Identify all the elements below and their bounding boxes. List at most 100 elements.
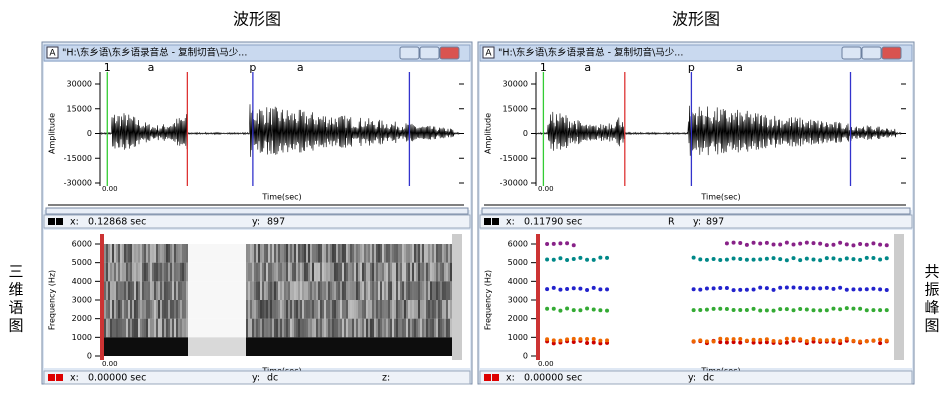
spectrogram-cell [340, 244, 342, 263]
spectrogram-cell [254, 244, 256, 263]
spectrogram-cell [312, 244, 314, 263]
spectrogram-cell [208, 281, 210, 300]
spectrogram-cell [230, 281, 232, 300]
spectrogram-cell [338, 337, 340, 356]
formant-point [805, 339, 809, 343]
spectrogram-cell [280, 263, 282, 282]
spectrogram-cell [114, 244, 116, 263]
spectrogram-cell [328, 300, 330, 319]
spectrogram-cell [392, 263, 394, 282]
spectrogram-cell [350, 300, 352, 319]
spectrogram-cell [174, 300, 176, 319]
spectrogram-cell [180, 244, 182, 263]
maximize-button[interactable] [420, 47, 439, 59]
spectrogram-cell [108, 337, 110, 356]
spectrogram-cell [364, 300, 366, 319]
spectrogram-cell [396, 300, 398, 319]
spectrogram-cell [306, 244, 308, 263]
formant-point [545, 337, 549, 341]
spectrogram-cell [276, 319, 278, 338]
spectrogram-cell [162, 337, 164, 356]
spectrogram-cell [420, 244, 422, 263]
formant-point [871, 241, 875, 245]
spectrogram-cell [390, 300, 392, 319]
spectrogram-cell [330, 281, 332, 300]
spectrogram-cell [428, 263, 430, 282]
spectrogram-cell [322, 263, 324, 282]
spectrogram-cell [302, 244, 304, 263]
spectrogram-cell [190, 263, 192, 282]
spectrogram-cell [268, 263, 270, 282]
spectrogram-cell [178, 337, 180, 356]
spectrogram-cell [116, 319, 118, 338]
formant-point [758, 286, 762, 290]
spectrogram-cell [200, 263, 202, 282]
spectrogram-cell [412, 300, 414, 319]
spectrogram-cell [252, 244, 254, 263]
spectrogram-cell [296, 244, 298, 263]
formant-point [871, 338, 875, 342]
spectrogram-cell [202, 244, 204, 263]
spectrogram-cell [110, 319, 112, 338]
spectrogram-cell [346, 244, 348, 263]
spectrogram-cell [140, 319, 142, 338]
spectrogram-cell [434, 281, 436, 300]
spectrogram-cell [420, 319, 422, 338]
spectrogram-cell [338, 300, 340, 319]
close-button[interactable] [440, 47, 459, 59]
spectrogram-cell [330, 319, 332, 338]
spectrogram-cell [118, 281, 120, 300]
y-tick-label: 15000 [67, 104, 92, 113]
spectrogram-cell [378, 244, 380, 263]
spectrogram-cell [122, 281, 124, 300]
spectrogram-cell [416, 319, 418, 338]
spectrogram-cell [374, 263, 376, 282]
spectrogram-cell [362, 281, 364, 300]
formant-point [885, 243, 889, 247]
formant-point [598, 256, 602, 260]
y-axis-label: Frequency (Hz) [48, 270, 57, 330]
formant-point [738, 337, 742, 341]
y-tick-label: 0 [523, 129, 528, 138]
y-tick-label: 1000 [72, 333, 92, 342]
close-button[interactable] [882, 47, 901, 59]
spectrogram-cell [330, 300, 332, 319]
formant-point [745, 288, 749, 292]
spectrogram-cell [344, 244, 346, 263]
plot-edge [452, 234, 462, 360]
spectrogram-cell [234, 244, 236, 263]
spectrogram-cell [164, 300, 166, 319]
spectrogram-cell [258, 281, 260, 300]
spectrogram-cell [302, 300, 304, 319]
minimize-button[interactable] [400, 47, 419, 59]
spectrogram-cell [268, 244, 270, 263]
side-caption-char: 图 [924, 317, 939, 335]
spectrogram-cell [380, 263, 382, 282]
spectrogram-cell [130, 319, 132, 338]
spectrogram-cell [428, 319, 430, 338]
minimize-button[interactable] [842, 47, 861, 59]
spectrogram-cell [200, 319, 202, 338]
spectrogram-cell [128, 244, 130, 263]
y-tick-label: 6000 [508, 240, 528, 249]
spectrogram-cell [312, 263, 314, 282]
maximize-button[interactable] [862, 47, 881, 59]
formant-point [718, 337, 722, 341]
spectrogram-cell [152, 337, 154, 356]
spectrogram-cell [240, 281, 242, 300]
scrollbar[interactable] [46, 208, 468, 214]
formant-point [698, 288, 702, 292]
spectrogram-cell [136, 319, 138, 338]
spectrogram-cell [136, 263, 138, 282]
spectrogram-cell [160, 281, 162, 300]
spectrogram-cell [448, 300, 450, 319]
spectrogram-cell [334, 319, 336, 338]
formant-point [692, 287, 696, 291]
spectrogram-cell [418, 281, 420, 300]
formant-point [812, 337, 816, 341]
scrollbar[interactable] [482, 208, 910, 214]
spectrogram-cell [398, 281, 400, 300]
spectrogram-cell [352, 244, 354, 263]
spectrogram-cell [274, 281, 276, 300]
spectrogram-cell [116, 263, 118, 282]
